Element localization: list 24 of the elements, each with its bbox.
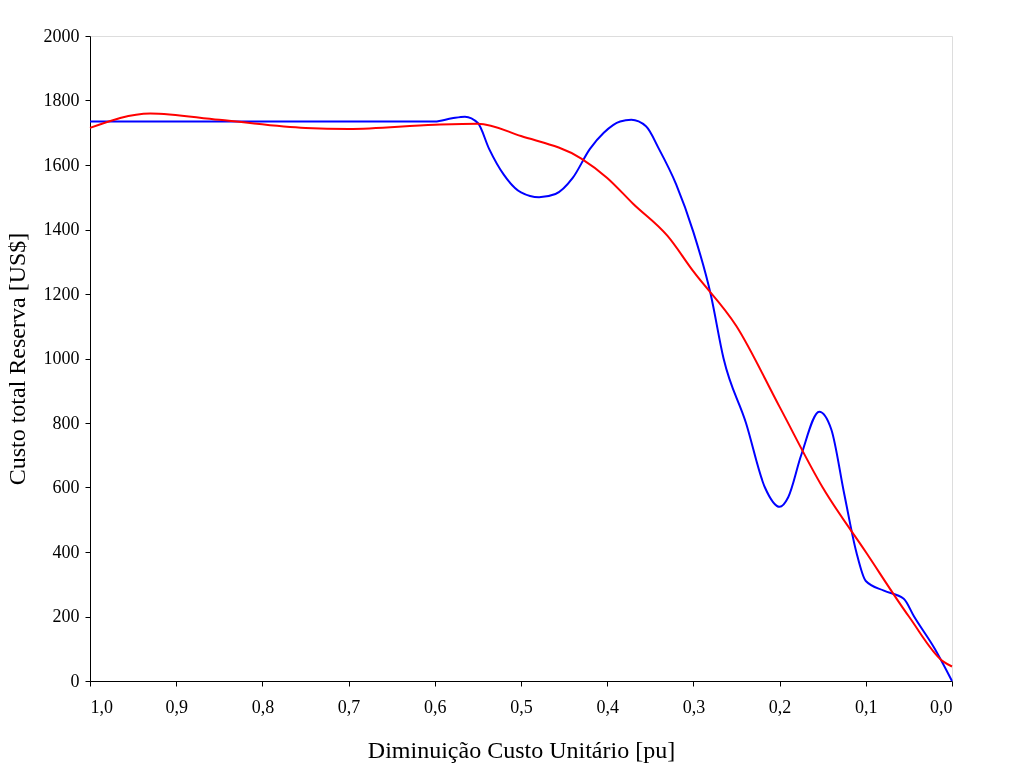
y-tick-label: 200	[52, 606, 80, 626]
x-tick-label: 0,4	[596, 696, 619, 717]
y-tick-label: 400	[52, 541, 80, 562]
y-axis-title: Custo total Reserva [US$]	[3, 232, 30, 486]
y-tick-label: 1400	[43, 219, 80, 239]
y-tick-label: 1200	[43, 283, 80, 304]
x-tick-label: 0,2	[768, 696, 792, 717]
y-tick-label: 1600	[43, 154, 80, 175]
y-tick-label: 800	[52, 412, 80, 433]
y-tick-label: 1800	[43, 90, 80, 110]
x-tick-label: 0,3	[682, 696, 706, 717]
y-tick-label: 600	[52, 477, 80, 497]
x-tick-label: 0,8	[251, 696, 275, 717]
y-tick-label: 1000	[43, 348, 80, 368]
x-tick-label: 1,0	[90, 696, 113, 717]
x-tick-label: 0,0	[930, 696, 953, 717]
x-tick-label: 0,9	[165, 696, 188, 717]
y-tick-label: 0	[70, 670, 80, 691]
y-tick-label: 2000	[43, 25, 80, 46]
x-tick-label: 0,1	[855, 696, 878, 717]
x-tick-label: 0,5	[510, 696, 533, 717]
x-tick-label: 0,6	[424, 696, 447, 717]
x-tick-label: 0,7	[337, 696, 361, 717]
x-axis-title: Diminuição Custo Unitário [pu]	[367, 736, 676, 763]
